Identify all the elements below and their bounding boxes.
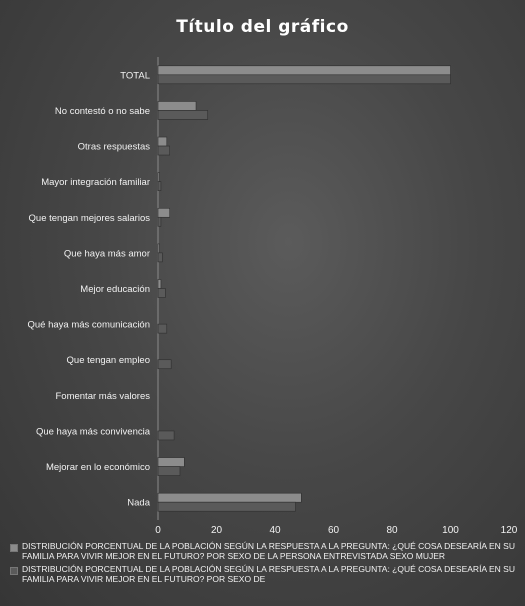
bar-series-1 (158, 280, 161, 289)
category-label: Mejorar en lo económico (46, 462, 150, 473)
bar-series-2 (158, 146, 170, 155)
legend-entry: DISTRIBUCIÓN PORCENTUAL DE LA POBLACIÓN … (10, 541, 515, 561)
bar-series-2 (158, 182, 161, 191)
category-label: Nada (127, 498, 150, 509)
x-tick-label: 100 (442, 525, 459, 536)
category-label: Que tengan mejores salarios (29, 213, 151, 224)
x-tick-label: 40 (269, 525, 281, 536)
bar-series-2 (158, 467, 180, 476)
category-label: Que haya más amor (64, 248, 150, 259)
bar-series-1 (158, 208, 170, 217)
bar-series-2 (158, 217, 161, 226)
category-label: Que haya más convivencia (36, 426, 151, 437)
bar-series-2 (158, 253, 162, 262)
bar-series-2 (158, 289, 165, 298)
bar-chart-plot: TOTAL No contestó o no sabe Otras respuest… (0, 0, 525, 540)
category-label: Qué haya más comunicación (27, 320, 150, 331)
category-label: No contestó o no sabe (55, 106, 150, 117)
bar-series-2 (158, 110, 208, 119)
bar-series-1 (158, 137, 167, 146)
x-tick-label: 80 (386, 525, 398, 536)
legend-swatch (10, 567, 18, 575)
bar-series-2 (158, 431, 174, 440)
category-label: Que tengan empleo (67, 355, 150, 366)
bar-series-1 (158, 101, 196, 110)
bar-series-1 (158, 458, 184, 467)
bar-series-2 (158, 360, 171, 369)
category-label: Mayor integración familiar (41, 177, 150, 188)
x-tick-label: 20 (211, 525, 223, 536)
bar-series-1 (158, 66, 451, 75)
bar-series-1 (158, 244, 159, 253)
category-label: Fomentar más valores (55, 391, 150, 402)
x-tick-label: 0 (155, 525, 161, 536)
bar-series-2 (158, 75, 451, 84)
chart-legend: DISTRIBUCIÓN PORCENTUAL DE LA POBLACIÓN … (10, 541, 515, 587)
x-tick-label: 60 (328, 525, 340, 536)
category-label: Mejor educación (80, 284, 150, 295)
legend-label: DISTRIBUCIÓN PORCENTUAL DE LA POBLACIÓN … (22, 564, 515, 584)
x-tick-label: 120 (501, 525, 518, 536)
bar-series-1 (158, 493, 301, 502)
bar-series-2 (158, 324, 167, 333)
bar-series-1 (158, 173, 159, 182)
category-label: TOTAL (120, 70, 150, 81)
category-label: Otras respuestas (78, 142, 151, 153)
legend-entry: DISTRIBUCIÓN PORCENTUAL DE LA POBLACIÓN … (10, 564, 515, 584)
bar-series-2 (158, 502, 295, 511)
legend-label: DISTRIBUCIÓN PORCENTUAL DE LA POBLACIÓN … (22, 541, 515, 561)
legend-swatch (10, 544, 18, 552)
